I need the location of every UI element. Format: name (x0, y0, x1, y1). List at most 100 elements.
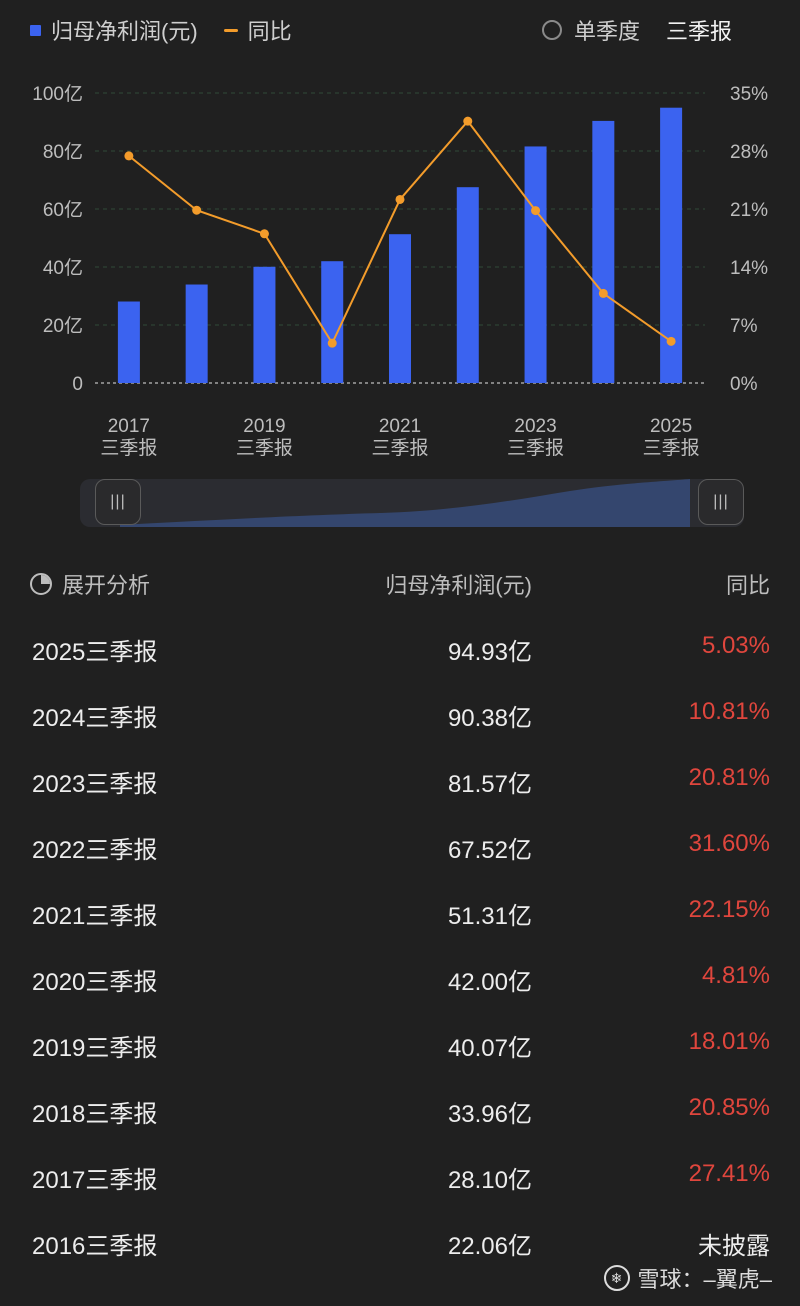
left-axis-tick-label: 20亿 (43, 315, 83, 337)
bar (389, 234, 411, 383)
slider-left-handle[interactable]: ||| (95, 479, 141, 525)
yoy-column-header: 同比 (725, 573, 770, 598)
yoy-point (259, 229, 269, 239)
row-yoy: 31.60% (688, 830, 770, 857)
right-axis-tick-label: 14% (730, 258, 768, 279)
right-axis-tick-label: 7% (730, 316, 758, 337)
row-value: 42.00亿 (447, 969, 532, 996)
bar (524, 146, 547, 383)
row-period: 2017三季报 (32, 1167, 158, 1194)
row-value: 81.57亿 (447, 771, 532, 798)
x-axis-tick-period: 三季报 (236, 437, 293, 459)
bar-legend-label: 归母净利润(元) (51, 19, 198, 44)
row-yoy: 10.81% (688, 698, 770, 725)
toggle-selected-period[interactable]: 三季报 (665, 19, 732, 44)
table-row[interactable]: 2024三季报 90.38亿 10.81% (0, 680, 800, 746)
table-row[interactable]: 2022三季报 67.52亿 31.60% (0, 812, 800, 878)
bar (592, 120, 615, 383)
bar (660, 107, 683, 383)
snowball-logo-icon: ❄ (603, 1265, 630, 1291)
line-series (124, 116, 676, 348)
left-axis-ticks: 0 20亿 40亿 60亿 80亿 100亿 (32, 83, 83, 395)
row-period: 2016三季报 (32, 1233, 158, 1260)
period-toggle[interactable]: 单季度 三季报 (541, 14, 732, 46)
range-slider[interactable]: ||| ||| (80, 479, 744, 527)
x-axis-tick-year: 2019 (243, 416, 285, 437)
expand-analysis-button[interactable]: 展开分析 (30, 568, 150, 600)
row-yoy: 5.03% (701, 632, 770, 659)
row-value: 22.06亿 (447, 1233, 532, 1260)
right-axis-tick-label: 35% (730, 84, 768, 105)
yoy-point (463, 116, 473, 126)
left-axis-tick-label: 40亿 (43, 257, 83, 279)
table-row[interactable]: 2020三季报 42.00亿 4.81% (0, 944, 800, 1010)
row-value: 94.93亿 (447, 639, 532, 666)
table-row[interactable]: 2023三季报 81.57亿 20.81% (0, 746, 800, 812)
row-yoy: 20.81% (688, 764, 770, 791)
right-axis-tick-label: 21% (730, 200, 768, 221)
row-period: 2018三季报 (32, 1101, 158, 1128)
toggle-single-quarter[interactable]: 单季度 (573, 19, 640, 44)
row-period: 2023三季报 (32, 771, 158, 798)
row-yoy: 20.85% (688, 1094, 770, 1121)
row-period: 2025三季报 (32, 639, 158, 666)
x-axis-tick-period: 三季报 (643, 437, 700, 459)
row-period: 2021三季报 (32, 903, 158, 930)
table-row[interactable]: 2025三季报 94.93亿 5.03% (0, 614, 800, 680)
yoy-point (192, 205, 202, 215)
left-axis-tick-label: 0 (72, 374, 83, 395)
right-axis-tick-label: 28% (730, 142, 768, 163)
x-axis-tick-year: 2021 (379, 416, 421, 437)
data-table: 2025三季报 94.93亿 5.03% 2024三季报 90.38亿 10.81% 202… (0, 614, 800, 1274)
table-row[interactable]: 2016三季报 22.06亿 未披露 (0, 1208, 800, 1274)
table-row[interactable]: 2017三季报 28.10亿 27.41% (0, 1142, 800, 1208)
table-row[interactable]: 2019三季报 40.07亿 18.01% (0, 1010, 800, 1076)
bar (456, 187, 479, 383)
row-yoy: 22.15% (688, 896, 770, 923)
row-value: 33.96亿 (447, 1101, 532, 1128)
x-axis-tick-period: 三季报 (507, 437, 564, 459)
pie-chart-icon (30, 573, 52, 595)
row-value: 28.10亿 (447, 1167, 532, 1194)
yoy-point (327, 338, 337, 348)
yoy-point (598, 288, 608, 298)
row-value: 51.31亿 (447, 903, 532, 930)
bar (117, 301, 140, 383)
x-axis-tick-year: 2023 (514, 416, 556, 437)
table-row[interactable]: 2021三季报 51.31亿 22.15% (0, 878, 800, 944)
x-axis-tick-period: 三季报 (371, 437, 428, 459)
yoy-point (531, 206, 541, 216)
row-period: 2022三季报 (32, 837, 158, 864)
row-yoy: 4.81% (701, 962, 770, 989)
x-axis-tick-year: 2025 (650, 416, 692, 437)
row-value: 67.52亿 (447, 837, 532, 864)
table-row[interactable]: 2018三季报 33.96亿 20.85% (0, 1076, 800, 1142)
value-column-header: 归母净利润(元) (385, 573, 532, 598)
bar (253, 266, 276, 383)
left-axis-tick-label: 100亿 (32, 83, 83, 105)
x-axis-tick-year: 2017 (108, 416, 150, 437)
watermark: ❄ 雪球：–翼虎– (603, 1262, 772, 1294)
bar-series (117, 107, 683, 383)
row-period: 2024三季报 (32, 705, 158, 732)
left-axis-tick-label: 80亿 (43, 141, 83, 163)
x-axis-tick-period: 三季报 (100, 437, 157, 459)
line-legend-swatch (223, 28, 238, 32)
row-value: 40.07亿 (447, 1035, 532, 1062)
slider-preview-area (120, 479, 690, 527)
row-period: 2020三季报 (32, 969, 158, 996)
chart-legend: 归母净利润(元) 同比 (30, 14, 292, 46)
row-yoy: 18.01% (688, 1028, 770, 1055)
bar (185, 284, 208, 383)
slider-right-handle[interactable]: ||| (698, 479, 744, 525)
expand-analysis-label: 展开分析 (62, 573, 151, 598)
table-header: 展开分析 归母净利润(元) 同比 (0, 560, 800, 604)
radio-icon[interactable] (541, 20, 562, 40)
row-yoy: 未披露 (698, 1233, 770, 1260)
row-period: 2019三季报 (32, 1035, 158, 1062)
yoy-point (395, 194, 405, 204)
watermark-text: 雪球：–翼虎– (637, 1267, 772, 1292)
left-axis-tick-label: 60亿 (43, 199, 83, 221)
